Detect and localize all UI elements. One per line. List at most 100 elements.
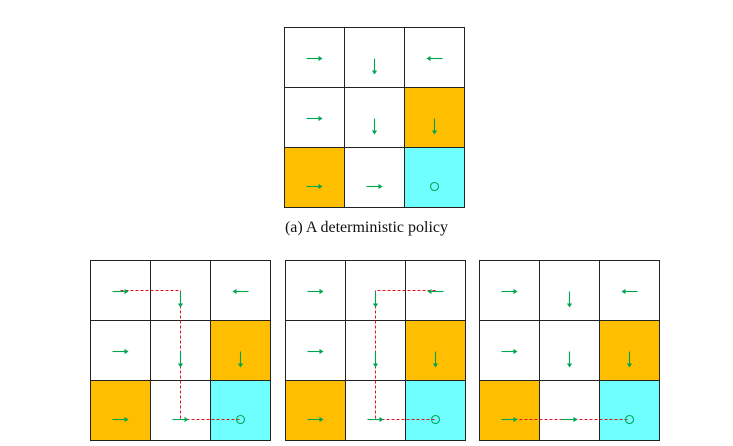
arrow-head <box>318 115 323 122</box>
arrow-head <box>184 416 189 423</box>
arrow-left-icon <box>232 288 249 295</box>
arrow-head <box>319 348 324 355</box>
policy-grid-svg <box>284 27 465 208</box>
arrow-head <box>371 130 378 135</box>
arrow-head <box>513 288 518 295</box>
arrow-right-icon <box>367 416 384 423</box>
cell-cyan <box>405 380 466 441</box>
arrow-right-icon <box>306 115 323 122</box>
arrow-head <box>427 288 432 295</box>
trajectory-grid-3-svg <box>479 260 660 441</box>
cell-cyan <box>404 147 465 208</box>
cell-white <box>344 27 405 88</box>
arrow-right-icon <box>307 416 324 423</box>
cell-orange <box>210 320 271 381</box>
policy-grid <box>284 27 465 208</box>
arrow-head <box>177 303 184 308</box>
arrow-down-icon <box>372 351 379 368</box>
cell-white <box>285 260 346 321</box>
arrow-head <box>431 130 438 135</box>
cell-white <box>539 320 600 381</box>
cell-white <box>479 320 540 381</box>
trajectory-grid-1-svg <box>90 260 271 441</box>
arrow-down-icon <box>177 291 184 308</box>
arrow-head <box>124 348 129 355</box>
arrow-right-icon <box>112 288 129 295</box>
arrow-right-icon <box>306 55 323 62</box>
cell-white <box>285 320 346 381</box>
arrow-down-icon <box>566 351 573 368</box>
arrow-right-icon <box>112 416 129 423</box>
arrow-right-icon <box>501 416 518 423</box>
trajectory-grid-2-svg <box>285 260 466 441</box>
stay-circle-icon <box>429 181 440 192</box>
cell-orange <box>599 320 660 381</box>
cell-white <box>479 260 540 321</box>
arrow-head <box>426 55 431 62</box>
cell-orange <box>284 147 345 208</box>
arrow-head <box>372 303 379 308</box>
cell-orange <box>285 380 346 441</box>
arrow-right-icon <box>501 288 518 295</box>
arrow-right-icon <box>307 348 324 355</box>
arrow-down-icon <box>177 351 184 368</box>
cell-white <box>344 147 405 208</box>
arrow-head <box>372 363 379 368</box>
trajectory-grid-2 <box>285 260 466 441</box>
arrow-head <box>319 416 324 423</box>
cell-white <box>404 27 465 88</box>
arrow-down-icon <box>237 351 244 368</box>
arrow-head <box>573 416 578 423</box>
arrow-head <box>177 363 184 368</box>
stay-circle-icon <box>624 414 635 425</box>
arrow-down-icon <box>431 118 438 135</box>
arrow-right-icon <box>307 288 324 295</box>
arrow-down-icon <box>626 351 633 368</box>
arrow-head <box>379 416 384 423</box>
arrow-left-icon <box>426 55 443 62</box>
arrow-head <box>626 363 633 368</box>
cell-orange <box>90 380 151 441</box>
arrow-right-icon <box>501 348 518 355</box>
arrow-down-icon <box>432 351 439 368</box>
arrow-down-icon <box>372 291 379 308</box>
cell-white <box>90 320 151 381</box>
arrow-head <box>319 288 324 295</box>
arrow-head <box>318 55 323 62</box>
arrow-left-icon <box>621 288 638 295</box>
cell-orange <box>405 320 466 381</box>
trajectory-path <box>375 290 436 420</box>
arrow-head <box>124 288 129 295</box>
arrow-head <box>566 303 573 308</box>
arrow-left-icon <box>427 288 444 295</box>
arrow-head <box>513 348 518 355</box>
arrow-right-icon <box>306 183 323 190</box>
arrow-head <box>513 416 518 423</box>
trajectory-grid-3 <box>479 260 660 441</box>
cell-orange <box>404 87 465 148</box>
stay-circle-icon <box>430 414 441 425</box>
arrow-right-icon <box>112 348 129 355</box>
cell-cyan <box>210 380 271 441</box>
arrow-head <box>237 363 244 368</box>
arrow-down-icon <box>371 118 378 135</box>
arrow-right-icon <box>366 183 383 190</box>
cell-cyan <box>599 380 660 441</box>
arrow-head <box>432 363 439 368</box>
cell-white <box>284 87 345 148</box>
arrow-head <box>378 183 383 190</box>
arrow-head <box>566 363 573 368</box>
cell-orange <box>479 380 540 441</box>
arrow-down-icon <box>371 58 378 75</box>
cell-white <box>539 380 600 441</box>
arrow-head <box>124 416 129 423</box>
caption-a: (a) A deterministic policy <box>284 219 449 236</box>
arrow-right-icon <box>172 416 189 423</box>
arrow-head <box>371 70 378 75</box>
arrow-head <box>621 288 626 295</box>
arrow-head <box>318 183 323 190</box>
trajectory-path <box>120 290 241 420</box>
stay-circle-icon <box>235 414 246 425</box>
cell-white <box>210 260 271 321</box>
cell-white <box>344 87 405 148</box>
